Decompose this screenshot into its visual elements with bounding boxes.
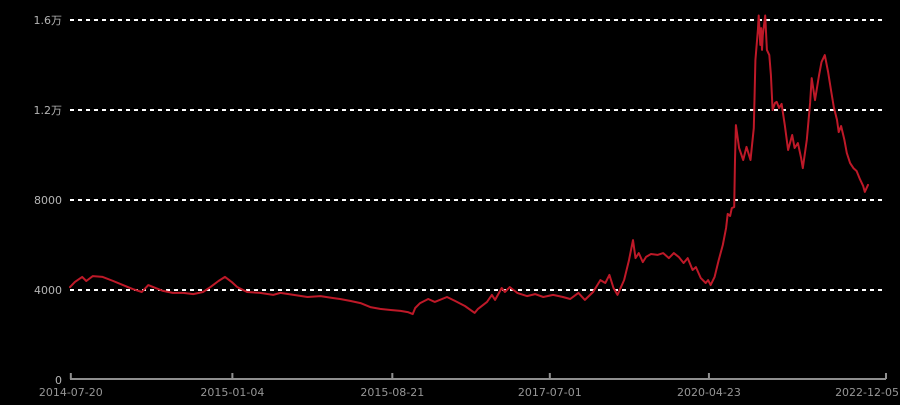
x-axis-label: 2020-04-23	[677, 386, 741, 399]
y-axis-label: 0	[55, 374, 62, 387]
y-axis-label: 4000	[34, 284, 62, 297]
y-axis-label: 8000	[34, 194, 62, 207]
x-axis-label: 2022-12-05	[835, 386, 899, 399]
x-axis-label: 2015-08-21	[360, 386, 424, 399]
x-axis-label: 2014-07-20	[39, 386, 103, 399]
y-axis-label: 1.6万	[34, 14, 63, 27]
x-axis-label: 2017-07-01	[518, 386, 582, 399]
y-axis-label: 1.2万	[34, 104, 63, 117]
price-line-series	[69, 14, 869, 316]
x-axis-label: 2015-01-04	[200, 386, 264, 399]
